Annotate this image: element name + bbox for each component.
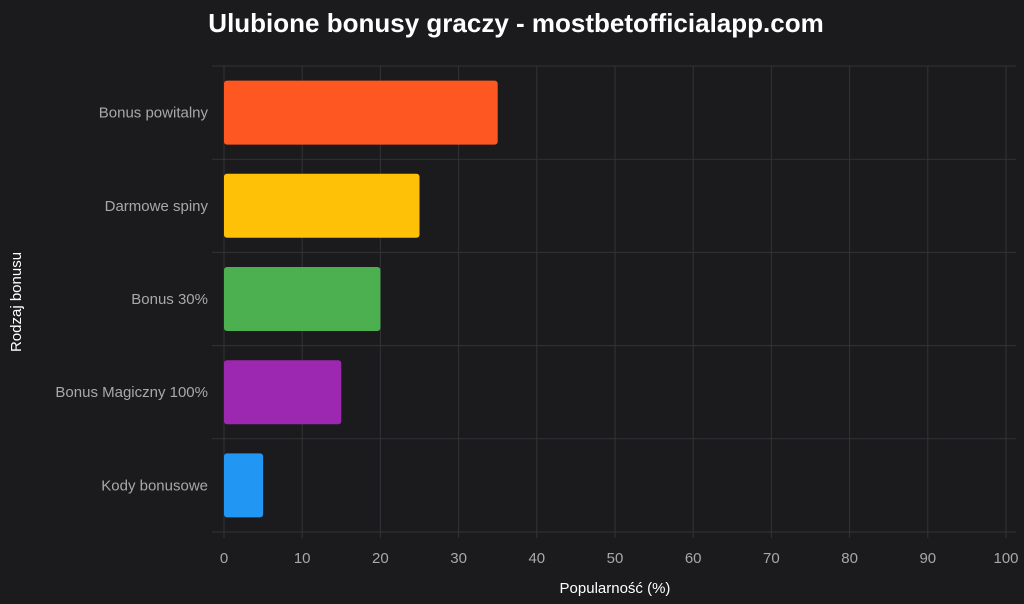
chart-title: Ulubione bonusy graczy - mostbetofficial… [208, 8, 823, 38]
x-axis-title: Popularność (%) [560, 580, 671, 597]
x-tick-labels: 0 10 20 30 40 50 60 70 80 90 100 [220, 550, 1019, 567]
x-tick-label: 60 [685, 550, 702, 567]
bar [224, 360, 342, 425]
category-labels: Bonus powitalny Darmowe spiny Bonus 30% Bon… [55, 105, 208, 495]
y-axis-title: Rodzaj bonusu [8, 252, 25, 352]
gridlines [212, 65, 1016, 538]
bar [224, 267, 381, 331]
x-tick-label: 40 [528, 550, 545, 567]
x-tick-label: 90 [919, 550, 936, 567]
x-tick-label: 30 [450, 550, 467, 567]
bar [224, 453, 264, 518]
x-tick-label: 0 [220, 550, 228, 567]
x-tick-label: 20 [372, 550, 389, 567]
category-label: Bonus Magiczny 100% [55, 384, 208, 401]
category-label: Bonus powitalny [99, 105, 209, 122]
category-label: Darmowe spiny [105, 198, 209, 215]
category-label: Kody bonusowe [101, 477, 208, 494]
x-tick-label: 10 [294, 550, 311, 567]
x-tick-label: 50 [607, 550, 624, 567]
category-label: Bonus 30% [131, 291, 208, 308]
x-tick-label: 70 [763, 550, 780, 567]
bars [224, 80, 498, 518]
x-tick-label: 100 [993, 550, 1018, 567]
bar [224, 173, 420, 238]
bar [224, 80, 498, 145]
x-tick-label: 80 [841, 550, 858, 567]
